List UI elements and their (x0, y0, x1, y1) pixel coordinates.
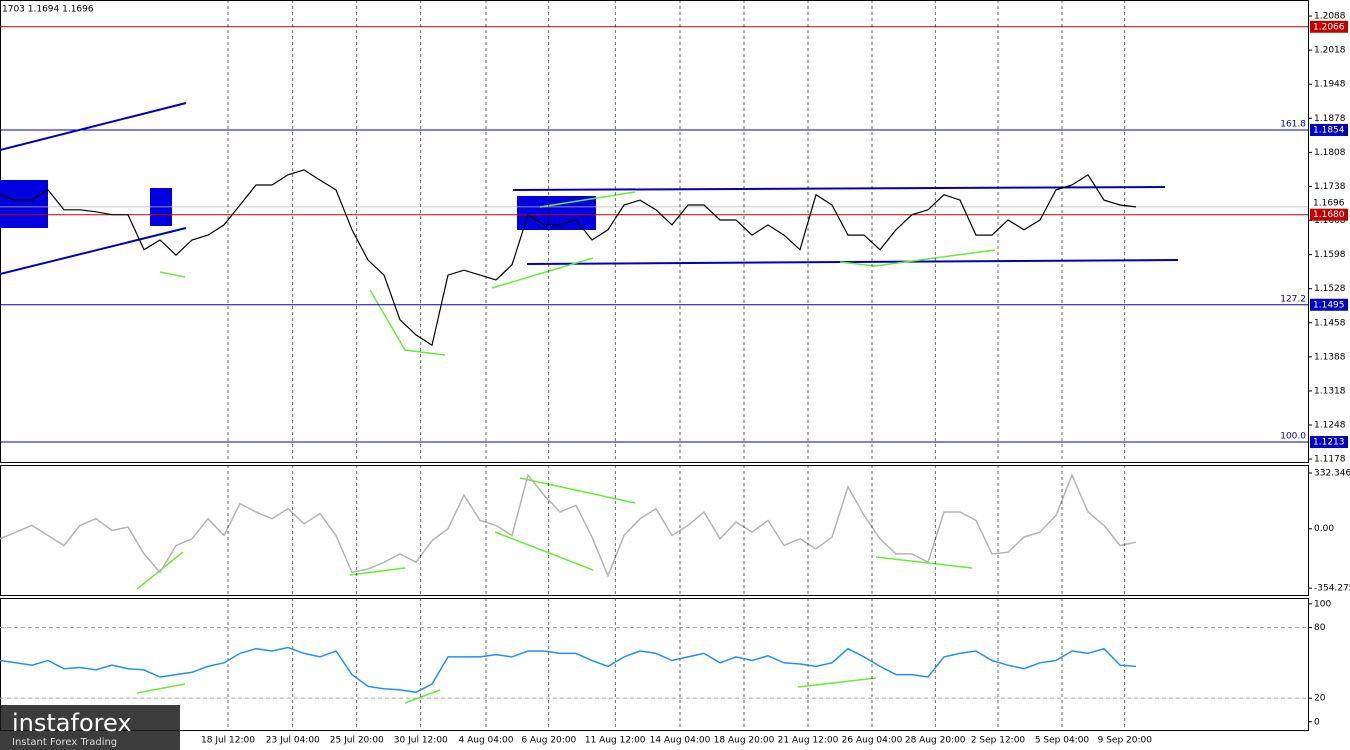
series-line (0, 473, 1137, 578)
cci-frame (0, 465, 1309, 596)
x-tick-label: 18 Aug 20:00 (714, 736, 775, 746)
divergence (494, 531, 594, 571)
divergence (875, 556, 973, 569)
level-label: 1.1680 (1313, 210, 1345, 220)
x-tick-label: 23 Jul 04:00 (266, 736, 320, 746)
watermark-brand: instaforex (12, 709, 132, 737)
level-box (1310, 436, 1348, 449)
header: 1703 1.1694 1.1696 (2, 5, 94, 15)
divergence (349, 567, 406, 576)
fib-label: 127.2 (1280, 294, 1306, 304)
fib-label: 100.0 (1280, 432, 1306, 442)
level-label: 1.1854 (1313, 125, 1345, 135)
y-tick-label: 20 (1314, 694, 1326, 704)
y-tick-label: 1.1388 (1314, 352, 1346, 362)
y-tick-label: 100 (1314, 599, 1331, 609)
x-tick-label: 25 Jul 20:00 (330, 736, 384, 746)
y-tick-label: 1.1738 (1314, 182, 1346, 192)
x-tick-label: 18 Jul 12:00 (201, 736, 255, 746)
divergence (797, 677, 877, 688)
x-tick-label: 28 Aug 20:00 (905, 736, 966, 746)
watermark-bg (0, 705, 180, 750)
divergence (519, 477, 636, 504)
series-line (0, 169, 1137, 347)
y-tick-label: 1.1178 (1314, 455, 1346, 465)
y-tick-label: 1.1808 (1314, 148, 1346, 158)
y-tick-label: 80 (1314, 623, 1326, 633)
x-tick-label: 6 Aug 20:00 (521, 736, 576, 746)
x-tick-label: 14 Aug 04:00 (650, 736, 711, 746)
fib-label: 161.8 (1280, 119, 1306, 129)
level-box (1310, 20, 1348, 33)
level-label: 1.2066 (1313, 22, 1345, 32)
divergence (136, 551, 184, 590)
channel-line (0, 102, 187, 151)
rsi-frame (0, 598, 1309, 731)
series-line (0, 646, 1137, 694)
x-tick-label: 26 Aug 04:00 (842, 736, 903, 746)
level-box (1310, 208, 1348, 221)
x-tick-label: 5 Sep 04:00 (1035, 736, 1090, 746)
y-tick-label: 1.1318 (1314, 386, 1346, 396)
divergence (491, 257, 594, 289)
range-line (526, 259, 1179, 265)
divergence (159, 271, 186, 278)
x-tick-label: 30 Jul 12:00 (394, 736, 448, 746)
y-tick-label: 1.1248 (1314, 421, 1346, 431)
y-tick-label: 332.3467 (1314, 468, 1350, 478)
level-label: 1.1495 (1313, 300, 1345, 310)
watermark-tagline: Instant Forex Trading (12, 737, 117, 748)
x-tick-label: 11 Aug 12:00 (585, 736, 646, 746)
divergence (136, 683, 186, 694)
range-line (512, 186, 1166, 191)
main-frame (0, 0, 1309, 463)
y-tick-label: 1.2018 (1314, 46, 1346, 56)
y-tick-label: 1.1878 (1314, 114, 1346, 124)
y-tick-label: 0.00 (1314, 524, 1334, 534)
divergence (404, 689, 441, 704)
divergence (539, 191, 636, 208)
last-price-label: 1.1696 (1313, 198, 1345, 208)
divergence (839, 249, 996, 267)
y-tick-label: 1.1598 (1314, 250, 1346, 260)
level-box (1310, 123, 1348, 136)
y-tick-label: -354.2759 (1314, 584, 1350, 594)
level-box (1310, 298, 1348, 311)
y-tick-label: 1.1948 (1314, 80, 1346, 90)
y-tick-label: 1.1528 (1314, 284, 1346, 294)
x-tick-label: 2 Sep 12:00 (971, 736, 1026, 746)
level-label: 1.1213 (1313, 438, 1345, 448)
divergence (369, 289, 446, 356)
y-tick-label: 1.1458 (1314, 318, 1346, 328)
channel-line (0, 227, 187, 275)
x-tick-label: 9 Sep 20:00 (1098, 736, 1153, 746)
y-tick-label: 1.2088 (1314, 12, 1346, 22)
zone-box (0, 180, 48, 228)
x-tick-label: 21 Aug 12:00 (778, 736, 839, 746)
y-tick-label: 0 (1314, 717, 1320, 727)
y-tick-label: 1.1668 (1314, 216, 1346, 226)
x-tick-label: 4 Aug 04:00 (459, 736, 514, 746)
